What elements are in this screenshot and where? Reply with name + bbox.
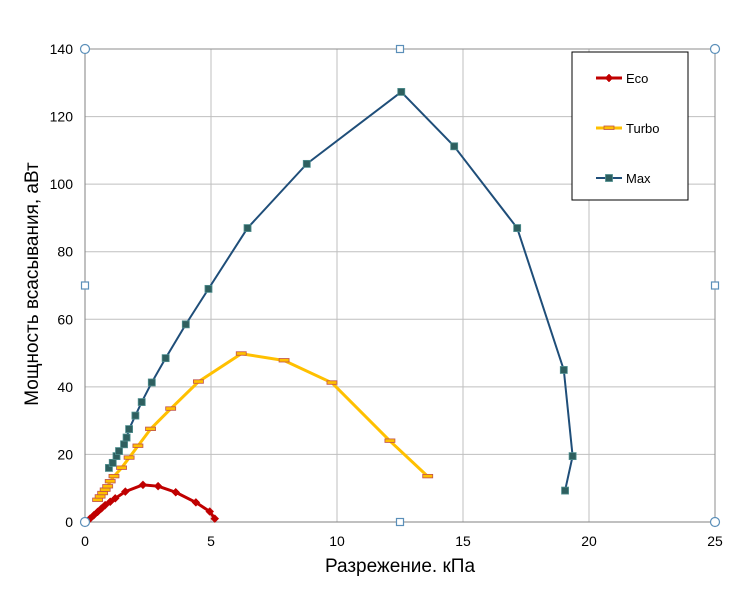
y-tick-label: 100: [50, 176, 74, 192]
data-point-turbo: [123, 455, 135, 460]
data-point-eco: [205, 507, 215, 516]
data-point-turbo: [104, 479, 116, 484]
x-tick-label: 10: [329, 533, 345, 549]
legend-label-eco: Eco: [626, 71, 648, 86]
data-point-turbo: [278, 358, 290, 363]
legend-box[interactable]: [571, 51, 689, 201]
data-point-max: [161, 354, 170, 363]
y-tick-label: 120: [50, 109, 74, 125]
data-point-max: [181, 320, 190, 329]
x-tick-label: 15: [455, 533, 471, 549]
side-resize-handle[interactable]: [395, 44, 405, 54]
y-tick-label: 40: [57, 379, 73, 395]
legend-item-eco[interactable]: Eco: [596, 71, 648, 86]
data-point-max: [125, 425, 133, 433]
data-point-eco: [110, 493, 120, 503]
series-turbo: [92, 351, 434, 502]
data-point-max: [397, 88, 406, 96]
x-tick-label: 25: [707, 533, 723, 549]
data-point-eco: [120, 487, 130, 496]
data-point-max: [147, 378, 156, 387]
data-point-turbo: [97, 490, 109, 496]
x-axis-title: Разрежение. кПа: [325, 556, 476, 577]
data-point-turbo: [235, 351, 247, 356]
data-point-max: [302, 159, 311, 168]
corner-resize-handle[interactable]: [709, 43, 721, 55]
data-point-eco: [153, 481, 163, 491]
data-point-turbo: [192, 379, 204, 384]
corner-resize-handle[interactable]: [79, 516, 91, 528]
series-line-max: [107, 90, 574, 492]
data-point-turbo: [94, 494, 106, 499]
data-point-max: [115, 447, 123, 455]
legend-marker-max: [605, 174, 613, 182]
y-tick-label: 60: [57, 311, 73, 327]
corner-resize-handle[interactable]: [709, 516, 721, 528]
data-point-eco: [171, 487, 181, 497]
data-point-max: [450, 142, 459, 151]
selection-handles[interactable]: [79, 43, 721, 528]
data-point-max: [561, 486, 569, 495]
data-point-turbo: [145, 426, 156, 431]
side-resize-handle[interactable]: [80, 281, 90, 290]
data-point-max: [568, 452, 577, 461]
y-tick-label: 80: [57, 244, 73, 260]
data-point-max: [204, 284, 213, 293]
y-tick-label: 0: [65, 514, 73, 530]
data-point-turbo: [116, 465, 127, 470]
data-point-turbo: [165, 406, 177, 411]
x-tick-label: 0: [81, 533, 89, 549]
data-point-max: [559, 366, 568, 374]
data-point-eco: [191, 498, 201, 507]
side-resize-handle[interactable]: [710, 281, 720, 290]
y-tick-label: 140: [50, 41, 74, 57]
legend[interactable]: Eco Turbo Max: [571, 51, 689, 201]
legend-label-turbo: Turbo: [626, 121, 659, 136]
data-point-turbo: [384, 438, 396, 443]
corner-resize-handle[interactable]: [79, 43, 91, 55]
legend-marker-eco: [604, 73, 614, 83]
y-tick-label: 20: [57, 446, 73, 462]
data-point-max: [120, 440, 128, 449]
data-point-eco: [210, 514, 220, 523]
data-point-turbo: [99, 487, 111, 492]
legend-item-turbo[interactable]: Turbo: [596, 121, 659, 136]
data-point-max: [131, 411, 140, 420]
data-point-turbo: [326, 380, 338, 385]
series-max: [105, 88, 577, 495]
data-point-max: [513, 224, 522, 232]
data-point-turbo: [92, 497, 103, 502]
legend-marker-turbo: [603, 125, 615, 130]
x-tick-label: 5: [207, 533, 215, 549]
legend-item-max[interactable]: Max: [596, 171, 651, 186]
data-point-eco: [105, 497, 115, 507]
data-point-turbo: [108, 473, 120, 479]
data-point-max: [108, 458, 117, 467]
data-point-turbo: [422, 473, 434, 479]
data-point-max: [243, 224, 252, 232]
x-tick-label: 20: [581, 533, 597, 549]
data-point-turbo: [102, 484, 114, 489]
data-point-max: [137, 398, 146, 406]
data-point-max: [122, 433, 131, 442]
data-point-eco: [138, 480, 148, 490]
legend-label-max: Max: [626, 171, 651, 186]
y-axis-title: Мощность всасывания, аВт: [22, 162, 43, 406]
data-point-eco: [100, 500, 110, 510]
series-layer: [80, 88, 577, 527]
side-resize-handle[interactable]: [395, 517, 405, 527]
data-point-turbo: [132, 443, 144, 448]
